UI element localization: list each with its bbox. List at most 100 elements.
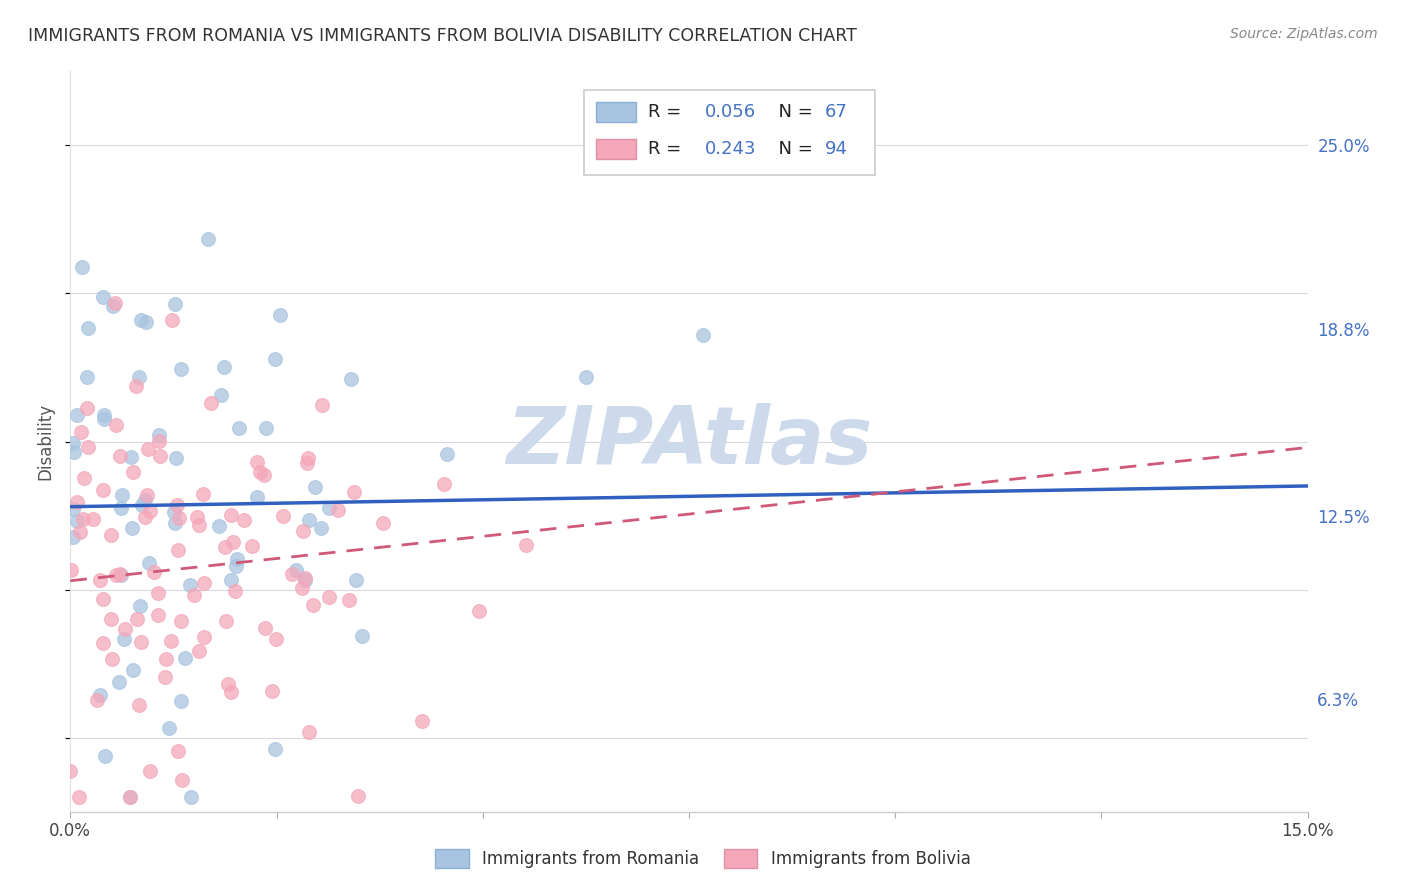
Text: N =: N = (766, 140, 818, 158)
Point (136, 442, 159, 456)
Point (129, 313, 152, 327)
Text: R =: R = (648, 103, 688, 121)
Point (146, 586, 169, 600)
Point (304, 480, 326, 494)
Point (166, 498, 188, 512)
Point (91, 592, 114, 607)
Point (77, 440, 100, 454)
Point (104, 568, 127, 582)
Point (240, 539, 263, 553)
Point (135, 488, 157, 502)
Point (219, 573, 242, 587)
Point (163, 516, 186, 530)
Text: 0.056: 0.056 (704, 103, 756, 121)
Point (411, 714, 433, 728)
Point (134, 493, 156, 508)
Point (180, 789, 202, 804)
Point (93, 411, 115, 425)
Point (200, 396, 222, 410)
Point (159, 721, 181, 735)
Point (311, 398, 333, 412)
Point (224, 583, 246, 598)
Point (89, 573, 111, 587)
Point (101, 299, 124, 313)
Point (187, 518, 209, 533)
Point (148, 449, 170, 463)
Point (292, 524, 315, 538)
Point (193, 630, 215, 644)
Point (153, 670, 176, 684)
Point (249, 466, 271, 480)
Point (219, 508, 242, 522)
Point (193, 575, 215, 590)
Point (347, 789, 370, 804)
Text: ZIPAtlas: ZIPAtlas (506, 402, 872, 481)
Point (105, 418, 128, 433)
Point (110, 568, 132, 582)
Point (225, 552, 247, 566)
Point (340, 372, 363, 386)
Point (291, 581, 314, 595)
Point (233, 513, 256, 527)
Point (515, 538, 537, 552)
Point (280, 567, 302, 582)
Point (146, 607, 169, 622)
FancyBboxPatch shape (596, 139, 636, 160)
Point (100, 528, 122, 542)
Point (209, 388, 232, 402)
Point (138, 764, 160, 778)
Point (138, 556, 160, 570)
Point (271, 509, 294, 524)
Point (298, 513, 321, 527)
Point (59, 764, 82, 778)
Point (343, 484, 366, 499)
Point (264, 351, 287, 366)
Point (110, 501, 132, 516)
Point (67, 789, 90, 804)
Point (91, 636, 114, 650)
Point (118, 789, 141, 804)
Point (62, 445, 84, 459)
Point (371, 516, 394, 531)
Point (91, 483, 114, 497)
Point (302, 598, 325, 612)
Point (170, 614, 193, 628)
Point (468, 604, 491, 618)
Point (575, 370, 598, 384)
Point (110, 450, 132, 464)
Point (433, 477, 456, 491)
Point (131, 498, 153, 512)
Point (212, 359, 235, 374)
Point (70, 260, 93, 274)
Point (253, 621, 276, 635)
Y-axis label: Disability: Disability (37, 403, 55, 480)
Point (125, 379, 148, 393)
Point (170, 772, 193, 787)
Point (122, 663, 145, 677)
Point (297, 456, 319, 470)
Text: N =: N = (766, 103, 818, 121)
Point (222, 535, 245, 549)
Point (162, 313, 184, 327)
Point (148, 428, 170, 442)
Point (285, 563, 308, 577)
Point (93, 408, 115, 422)
Point (225, 558, 247, 573)
Point (69, 425, 91, 440)
Point (167, 744, 190, 758)
Point (163, 505, 186, 519)
Point (128, 370, 150, 384)
Point (62, 531, 84, 545)
Point (120, 450, 142, 464)
Point (148, 434, 170, 449)
Point (262, 684, 284, 698)
Point (328, 503, 350, 517)
Point (111, 488, 134, 502)
Point (318, 590, 340, 604)
Point (197, 232, 219, 246)
Point (108, 567, 131, 582)
Point (165, 450, 187, 465)
Point (93, 748, 115, 763)
Point (174, 651, 197, 665)
Point (170, 362, 193, 376)
